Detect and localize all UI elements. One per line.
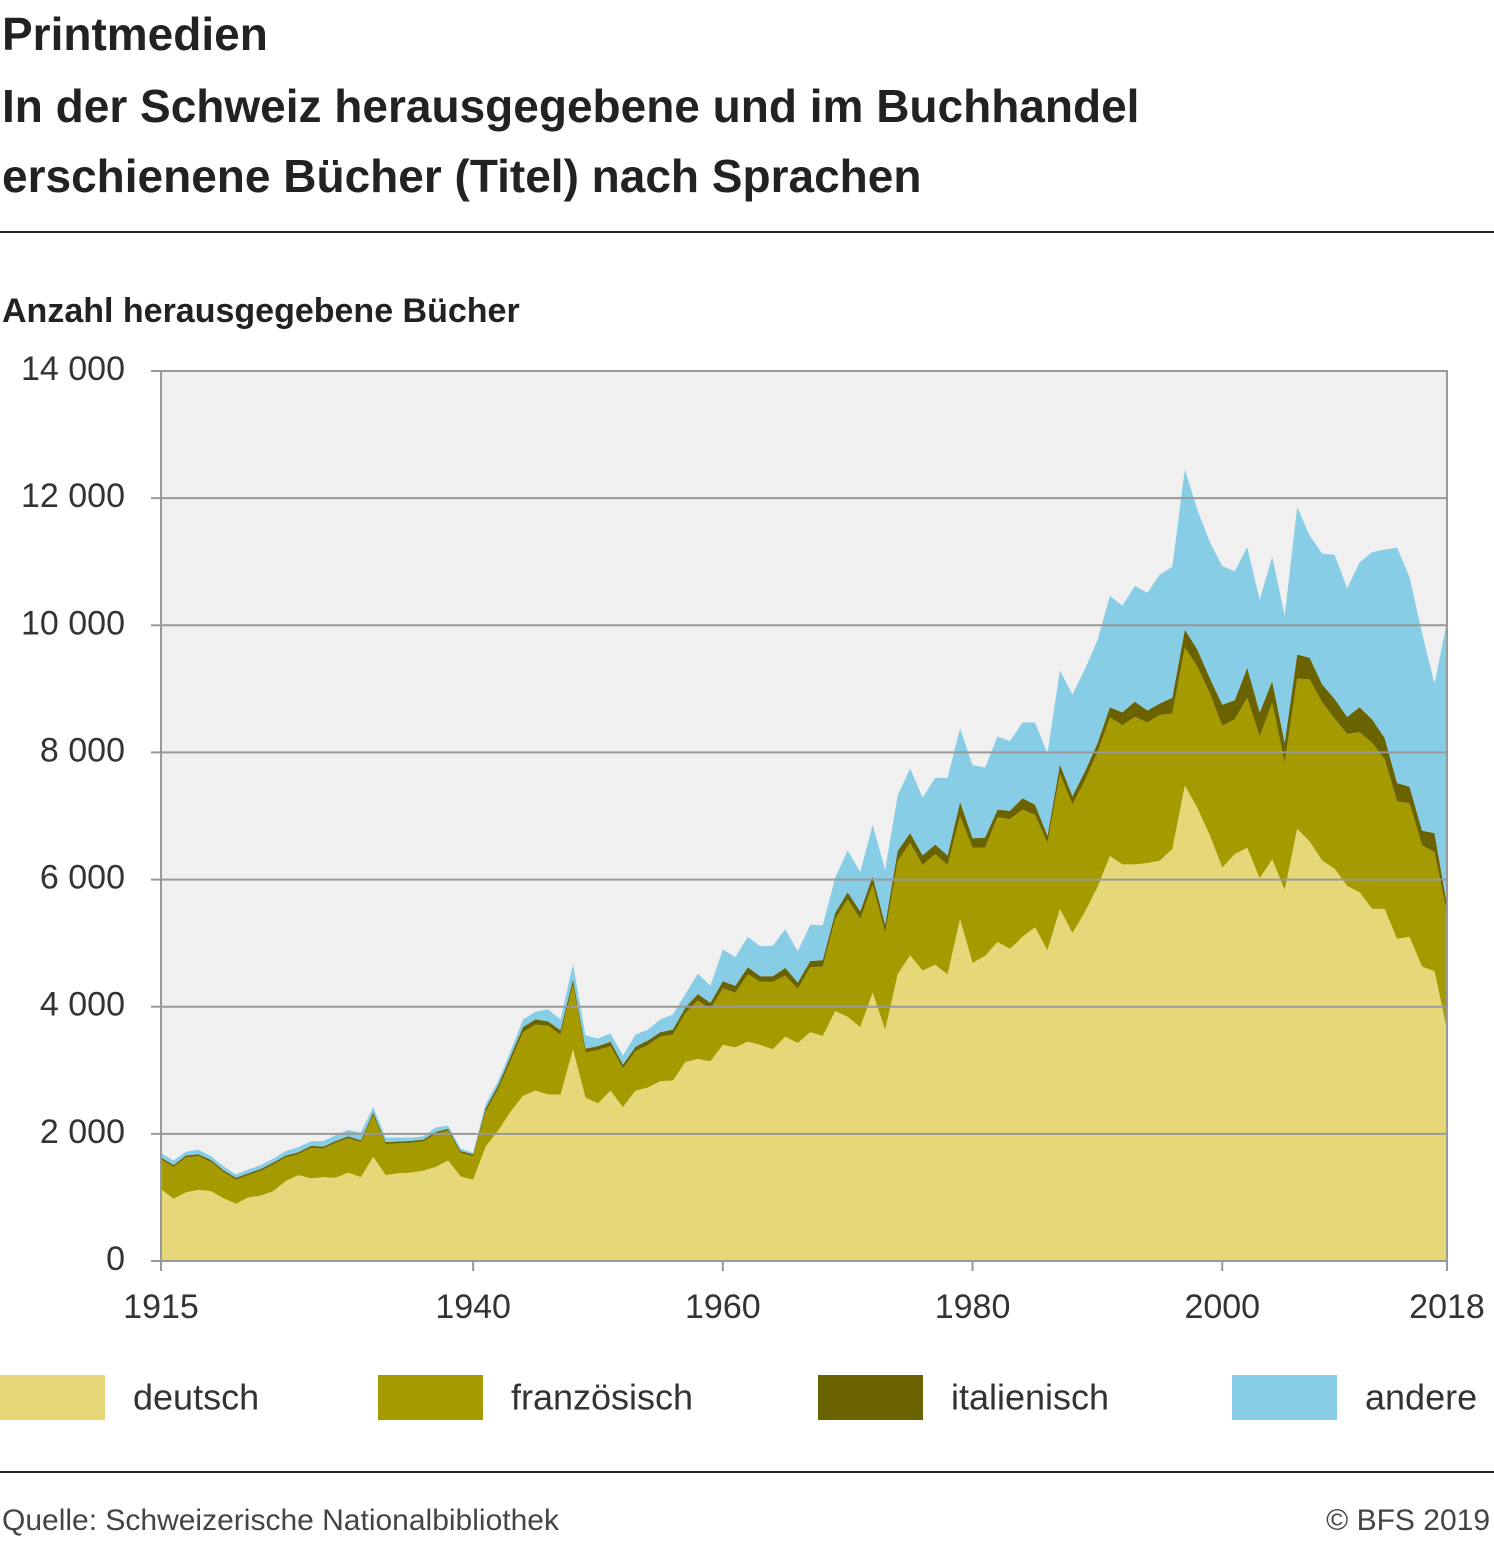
x-tick-label: 1980 — [935, 1288, 1011, 1326]
legend-swatch — [818, 1375, 923, 1420]
legend-label: französisch — [511, 1377, 693, 1418]
x-tick-label: 1915 — [123, 1288, 199, 1326]
y-tick-label: 6 000 — [40, 859, 125, 897]
y-tick-label: 10 000 — [21, 604, 125, 642]
y-axis-title: Anzahl herausgegebene Bücher — [2, 292, 520, 330]
x-tick-label: 1960 — [685, 1288, 761, 1326]
y-tick-label: 8 000 — [40, 731, 125, 769]
x-tick-label: 2018 — [1409, 1288, 1485, 1326]
y-tick-label: 14 000 — [21, 350, 125, 388]
area — [161, 629, 1447, 1180]
y-tick-label: 4 000 — [40, 986, 125, 1024]
area — [161, 647, 1447, 1204]
source: Quelle: Schweizerische Nationalbibliothe… — [2, 1504, 560, 1537]
legend-swatch — [0, 1375, 105, 1420]
y-tick-label: 2 000 — [40, 1113, 125, 1151]
legend-swatch — [378, 1375, 483, 1420]
legend-label: andere — [1365, 1377, 1477, 1418]
y-tick-label: 12 000 — [21, 477, 125, 515]
area — [161, 785, 1447, 1261]
chart-title: Printmedien — [2, 8, 268, 60]
credit: © BFS 2019 — [1326, 1504, 1490, 1537]
plot-frame — [160, 370, 1448, 1262]
x-tick-label: 2000 — [1184, 1288, 1260, 1326]
legend-swatch — [1232, 1375, 1337, 1420]
x-tick-label: 1940 — [435, 1288, 511, 1326]
chart-subtitle: In der Schweiz herausgegebene und im Buc… — [2, 80, 1139, 132]
area — [161, 469, 1447, 1178]
y-tick-label: 0 — [106, 1240, 125, 1278]
chart-subtitle: erschienene Bücher (Titel) nach Sprachen — [2, 150, 921, 202]
legend-label: deutsch — [133, 1377, 259, 1418]
legend-label: italienisch — [951, 1377, 1109, 1418]
